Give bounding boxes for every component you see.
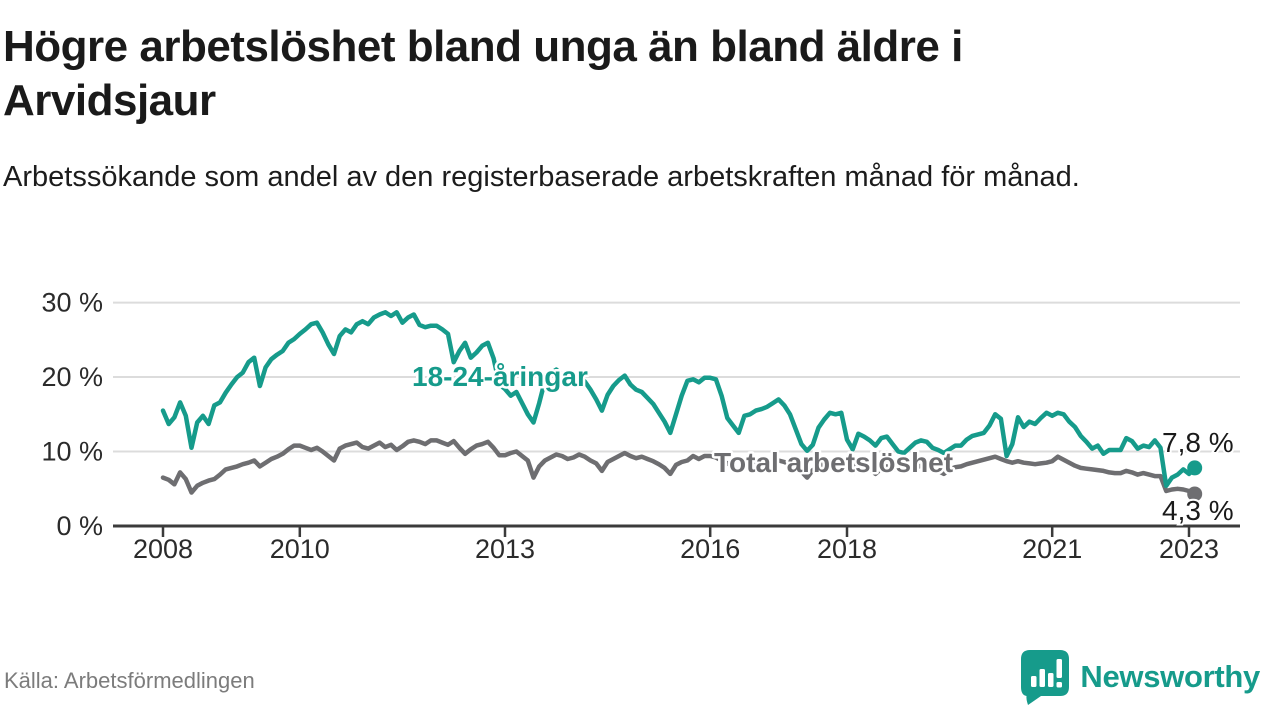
chart-title: Högre arbetslöshet bland unga än bland ä… bbox=[3, 22, 963, 125]
chart-subtitle: Arbetssökande som andel av den registerb… bbox=[3, 161, 1080, 193]
x-tick-label: 2021 bbox=[1022, 534, 1082, 564]
x-tick-label: 2016 bbox=[680, 534, 740, 564]
x-tick-label: 2023 bbox=[1159, 534, 1219, 564]
series-label: 18-24-åringar bbox=[412, 361, 588, 392]
series-line-total-arbetslöshet bbox=[160, 438, 1197, 497]
end-value-label: 4,3 % bbox=[1162, 495, 1234, 526]
y-tick-label: 20 % bbox=[41, 362, 103, 392]
newsworthy-logo-icon bbox=[1021, 650, 1070, 705]
y-tick-label: 30 % bbox=[41, 288, 103, 318]
x-tick-label: 2013 bbox=[475, 534, 535, 564]
series-line-18-24-åringar bbox=[160, 310, 1197, 489]
x-tick-label: 2018 bbox=[817, 534, 877, 564]
series-end-dot bbox=[1187, 460, 1203, 476]
newsworthy-brand: Newsworthy bbox=[1020, 648, 1260, 706]
series-label: Total arbetslöshet bbox=[714, 447, 953, 478]
end-value-label: 7,8 % bbox=[1162, 427, 1234, 458]
series-end-dot bbox=[1187, 486, 1203, 502]
y-tick-label: 10 % bbox=[41, 437, 103, 467]
x-tick-label: 2008 bbox=[133, 534, 193, 564]
source-note: Källa: Arbetsförmedlingen bbox=[4, 668, 255, 693]
newsworthy-wordmark: Newsworthy bbox=[1080, 659, 1260, 694]
x-tick-label: 2010 bbox=[270, 534, 330, 564]
y-tick-label: 0 % bbox=[56, 511, 103, 541]
